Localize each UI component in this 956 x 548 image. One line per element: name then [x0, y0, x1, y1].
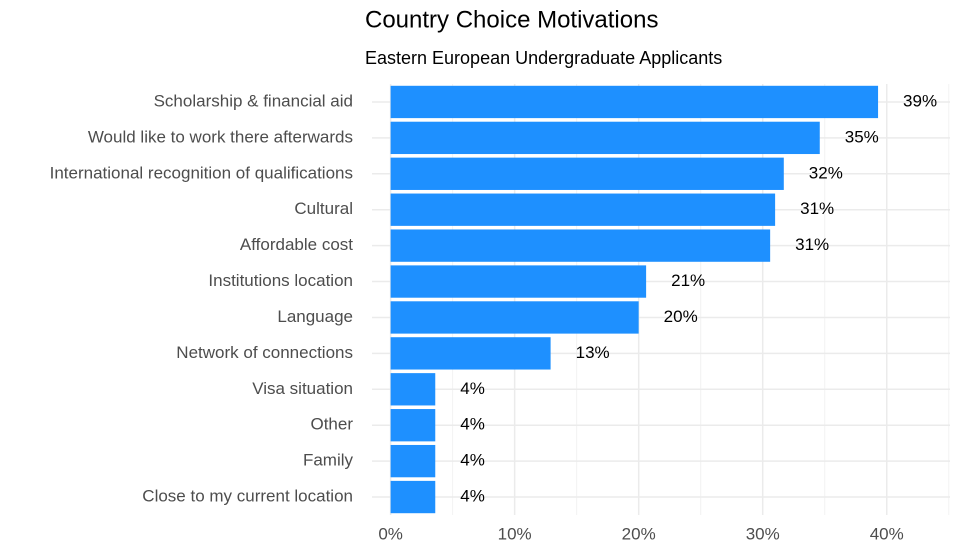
bar: [390, 121, 820, 155]
data-label: 4%: [460, 451, 485, 470]
y-tick-label: International recognition of qualificati…: [50, 163, 353, 182]
y-tick-label: Other: [310, 415, 353, 434]
data-label: 20%: [664, 307, 698, 326]
bar: [390, 157, 784, 190]
data-label: 39%: [903, 91, 937, 110]
bar: [390, 480, 436, 514]
x-tick-label: 40%: [870, 524, 904, 543]
y-tick-label: Would like to work there afterwards: [88, 127, 353, 146]
bar: [390, 373, 436, 406]
data-label: 35%: [845, 127, 879, 146]
data-label: 31%: [800, 199, 834, 218]
bar: [390, 301, 639, 334]
data-label: 4%: [460, 487, 485, 506]
bar: [390, 265, 647, 298]
x-tick-label: 30%: [746, 524, 780, 543]
chart-subtitle: Eastern European Undergraduate Applicant…: [365, 48, 722, 68]
y-tick-label: Scholarship & financial aid: [154, 91, 353, 110]
data-label: 21%: [671, 271, 705, 290]
data-label: 13%: [576, 343, 610, 362]
bar: [390, 337, 551, 370]
bar: [390, 409, 436, 442]
bar: [390, 85, 879, 119]
y-tick-label: Cultural: [294, 199, 353, 218]
data-label: 31%: [795, 235, 829, 254]
y-tick-label: Close to my current location: [142, 487, 353, 506]
x-tick-label: 10%: [498, 524, 532, 543]
data-label: 32%: [809, 163, 843, 182]
bar: [390, 229, 771, 262]
y-tick-label: Institutions location: [208, 271, 353, 290]
data-label: 4%: [460, 379, 485, 398]
y-tick-label: Family: [303, 451, 354, 470]
bar: [390, 444, 436, 478]
x-tick-label: 20%: [622, 524, 656, 543]
y-tick-label: Visa situation: [252, 379, 353, 398]
y-tick-label: Network of connections: [176, 343, 353, 362]
chart-title: Country Choice Motivations: [365, 6, 658, 33]
x-tick-label: 0%: [378, 524, 403, 543]
bar: [390, 193, 776, 226]
y-tick-label: Affordable cost: [240, 235, 353, 254]
y-tick-label: Language: [277, 307, 353, 326]
data-label: 4%: [460, 415, 485, 434]
